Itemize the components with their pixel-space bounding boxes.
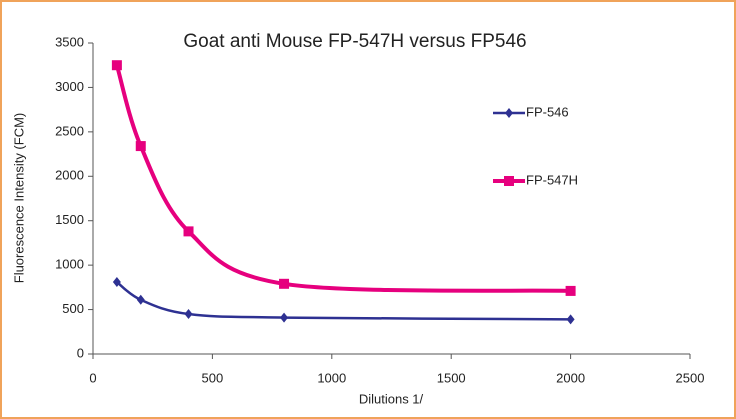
legend-marker bbox=[504, 176, 514, 186]
x-tick-label: 2500 bbox=[676, 370, 705, 385]
x-tick-label: 500 bbox=[202, 370, 224, 385]
y-tick-label: 0 bbox=[77, 345, 84, 360]
x-tick-label: 1000 bbox=[317, 370, 346, 385]
legend-marker bbox=[505, 108, 513, 118]
chart-title: Goat anti Mouse FP-547H versus FP546 bbox=[183, 31, 526, 52]
marker bbox=[184, 309, 193, 320]
series-line bbox=[114, 64, 571, 293]
marker bbox=[566, 314, 575, 325]
y-tick-label: 2500 bbox=[55, 123, 84, 138]
marker bbox=[135, 141, 146, 152]
x-axis-label: Dilutions 1/ bbox=[359, 391, 424, 406]
marker bbox=[279, 278, 290, 289]
x-tick-label: 0 bbox=[89, 370, 96, 385]
x-tick-label: 1500 bbox=[437, 370, 466, 385]
marker bbox=[565, 285, 576, 296]
y-tick-label: 2000 bbox=[55, 168, 84, 183]
marker bbox=[136, 294, 145, 305]
y-axis-label: Fluorescence Intensity (FCM) bbox=[11, 113, 26, 284]
legend-label: FP-547H bbox=[526, 172, 578, 187]
y-tick-label: 1000 bbox=[55, 257, 84, 272]
y-tick-label: 1500 bbox=[55, 212, 84, 227]
marker bbox=[183, 226, 194, 237]
marker bbox=[112, 277, 121, 288]
marker bbox=[111, 60, 122, 71]
legend-label: FP-546 bbox=[526, 104, 569, 119]
marker bbox=[280, 312, 289, 323]
y-tick-label: 3500 bbox=[55, 34, 84, 49]
y-tick-label: 500 bbox=[62, 301, 84, 316]
y-tick-label: 3000 bbox=[55, 79, 84, 94]
x-tick-label: 2000 bbox=[556, 370, 585, 385]
